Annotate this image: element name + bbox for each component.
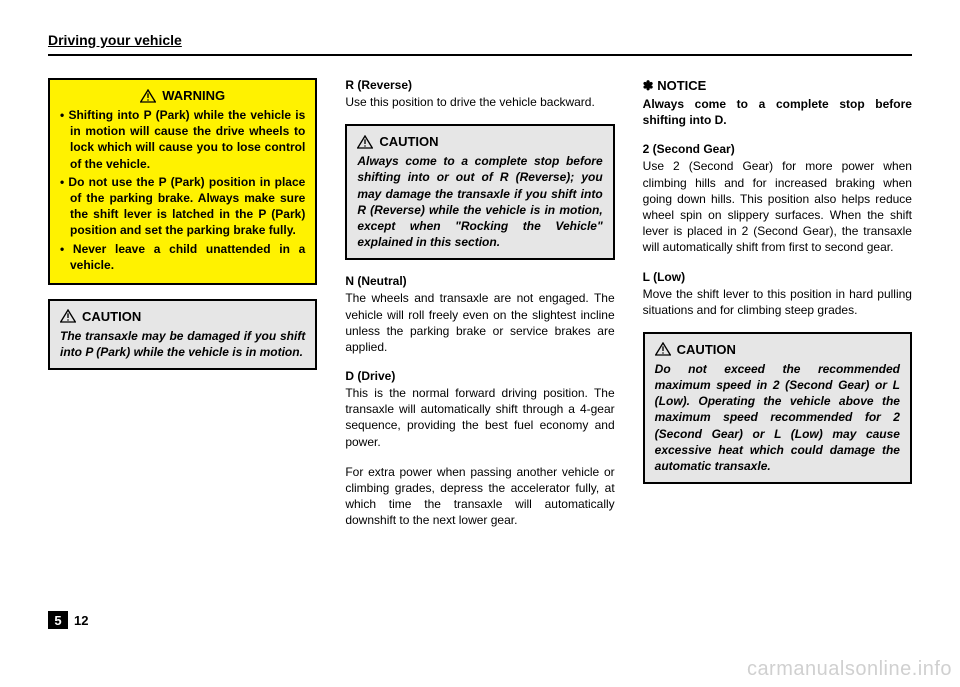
caution-triangle-icon [357, 135, 373, 149]
divider [48, 54, 912, 56]
caution-box: CAUTION Always come to a complete stop b… [345, 124, 614, 260]
reverse-heading: R (Reverse) [345, 78, 614, 92]
page-number: 12 [68, 613, 88, 628]
page-footer: 5 12 [48, 611, 88, 629]
caution-header: CAUTION [357, 134, 602, 149]
warning-item: Do not use the P (Park) position in plac… [60, 174, 305, 239]
caution-label: CAUTION [677, 342, 736, 357]
caution-body: Do not exceed the recommended maximum sp… [655, 361, 900, 474]
second-gear-heading: 2 (Second Gear) [643, 142, 912, 156]
caution-body: Always come to a complete stop before sh… [357, 153, 602, 250]
column-1: WARNING Shifting into P (Park) while the… [48, 78, 317, 543]
notice-heading: ✽ NOTICE [643, 78, 912, 94]
column-2: R (Reverse) Use this position to drive t… [345, 78, 614, 543]
warning-list: Shifting into P (Park) while the vehicle… [60, 107, 305, 273]
drive-body-1: This is the normal forward driving posit… [345, 385, 614, 450]
caution-header: CAUTION [60, 309, 305, 324]
warning-triangle-icon [140, 89, 156, 103]
caution-triangle-icon [655, 342, 671, 356]
notice-label: NOTICE [657, 78, 706, 93]
watermark: carmanualsonline.info [747, 658, 952, 681]
drive-heading: D (Drive) [345, 369, 614, 383]
neutral-body: The wheels and transaxle are not engaged… [345, 290, 614, 355]
warning-label: WARNING [162, 88, 225, 103]
warning-box: WARNING Shifting into P (Park) while the… [48, 78, 317, 285]
caution-box: CAUTION The transaxle may be damaged if … [48, 299, 317, 370]
drive-body-2: For extra power when passing another veh… [345, 464, 614, 529]
low-body: Move the shift lever to this position in… [643, 286, 912, 318]
column-3: ✽ NOTICE Always come to a complete stop … [643, 78, 912, 543]
caution-triangle-icon [60, 309, 76, 323]
warning-item: Shifting into P (Park) while the vehicle… [60, 107, 305, 172]
caution-header: CAUTION [655, 342, 900, 357]
caution-box: CAUTION Do not exceed the recommended ma… [643, 332, 912, 484]
warning-header: WARNING [60, 88, 305, 103]
caution-body: The transaxle may be damaged if you shif… [60, 328, 305, 360]
notice-body: Always come to a complete stop before sh… [643, 96, 912, 128]
caution-label: CAUTION [379, 134, 438, 149]
low-heading: L (Low) [643, 270, 912, 284]
caution-label: CAUTION [82, 309, 141, 324]
section-number: 5 [48, 611, 68, 629]
second-gear-body: Use 2 (Second Gear) for more power when … [643, 158, 912, 255]
reverse-body: Use this position to drive the vehicle b… [345, 94, 614, 110]
notice-star-icon: ✽ [643, 78, 654, 93]
content-columns: WARNING Shifting into P (Park) while the… [48, 78, 912, 543]
neutral-heading: N (Neutral) [345, 274, 614, 288]
chapter-title: Driving your vehicle [48, 32, 912, 48]
warning-item: Never leave a child unattended in a vehi… [60, 241, 305, 273]
